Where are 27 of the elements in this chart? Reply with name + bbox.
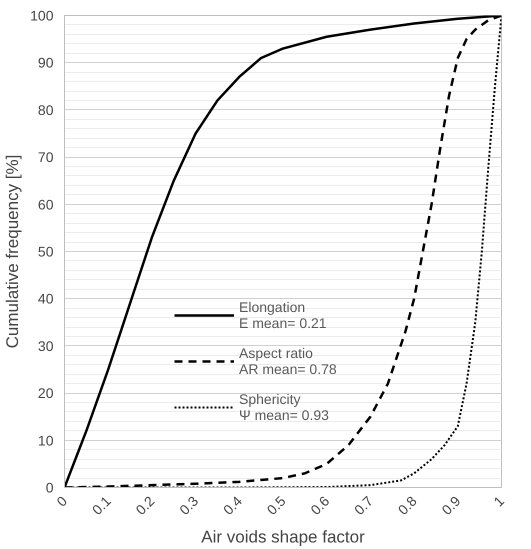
y-tick-label: 100 (30, 8, 54, 24)
y-tick-label: 80 (38, 102, 54, 118)
legend-label: Elongation E mean= 0.21 (239, 298, 327, 333)
x-tick-label: 0.6 (307, 492, 333, 518)
x-tick-label: 0.2 (132, 492, 158, 518)
x-axis-title: Air voids shape factor (201, 527, 366, 546)
x-tick-label: 0.8 (394, 492, 420, 518)
y-tick-label: 10 (38, 432, 54, 448)
y-tick-label: 70 (38, 149, 54, 166)
legend-label: Sphericity Ψ mean= 0.93 (239, 390, 329, 425)
y-tick-label: 50 (38, 244, 54, 260)
x-tick-label: 0.9 (438, 492, 464, 518)
y-tick-label: 0 (46, 480, 54, 496)
y-tick-label: 20 (38, 385, 54, 402)
x-tick-label: 0.1 (88, 492, 114, 518)
x-tick-label: 0.3 (176, 492, 202, 518)
x-tick-label: 0.5 (264, 492, 289, 518)
y-axis-title: Cumulative frequency [%] (3, 154, 22, 348)
legend-label: Aspect ratio AR mean= 0.78 (239, 344, 337, 379)
y-tick-label: 60 (38, 196, 54, 212)
x-tick-label: 1 (490, 492, 508, 510)
x-tick-label: 0 (53, 492, 70, 510)
y-tick-label: 90 (38, 54, 54, 71)
x-tick-label: 0.4 (220, 492, 246, 518)
y-tick-label: 40 (38, 290, 54, 307)
y-tick-label: 30 (38, 338, 54, 354)
x-tick-label: 0.7 (350, 492, 376, 518)
